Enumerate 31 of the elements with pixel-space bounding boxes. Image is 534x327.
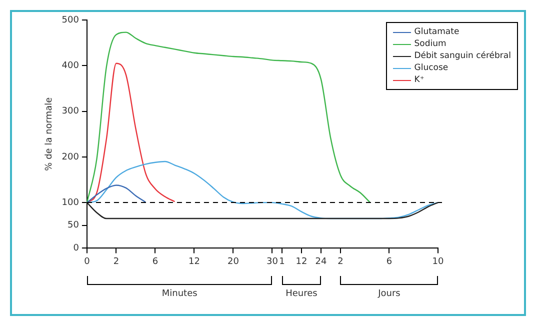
y-tick-label: 400: [62, 60, 80, 71]
text: Heures: [284, 289, 318, 299]
text: Minutes: [160, 289, 198, 299]
x-tick-label: 30: [266, 256, 278, 267]
y-tick-label: 200: [62, 152, 80, 162]
y-tick-label: 500: [62, 15, 80, 26]
x-tick-label: 6: [386, 256, 392, 267]
x-tick-label: 24: [315, 256, 327, 267]
y-axis-title: % de la normale: [44, 96, 55, 171]
line-series: [86, 32, 370, 204]
y-tick-label: 300: [62, 106, 80, 117]
x-tick-label: 12: [188, 256, 200, 267]
legend-label: K⁺: [414, 75, 424, 85]
line-series: [86, 202, 439, 220]
x-tick-label: 0: [84, 256, 90, 267]
legend-label: Débit sanguin cérébral: [414, 51, 511, 61]
x-tick-label: 20: [228, 256, 240, 267]
y-tick-label: 0: [73, 244, 80, 254]
x-tick-label: 2: [338, 256, 344, 267]
y-tick-label: 50: [68, 220, 80, 231]
text: Jours: [376, 289, 402, 299]
x-tick-label: 1: [279, 256, 285, 267]
y-tick-label: 100: [62, 198, 80, 208]
legend-label: Glutamate: [414, 27, 460, 37]
x-tick-label: 2: [113, 256, 120, 267]
legend-label: Glucose: [414, 63, 448, 73]
line-series: [86, 184, 146, 204]
x-tick-label: 10: [432, 256, 444, 267]
x-tick-label: 12: [296, 256, 308, 267]
x-tick-label: 6: [152, 256, 158, 267]
legend-label: Sodium: [414, 39, 446, 49]
